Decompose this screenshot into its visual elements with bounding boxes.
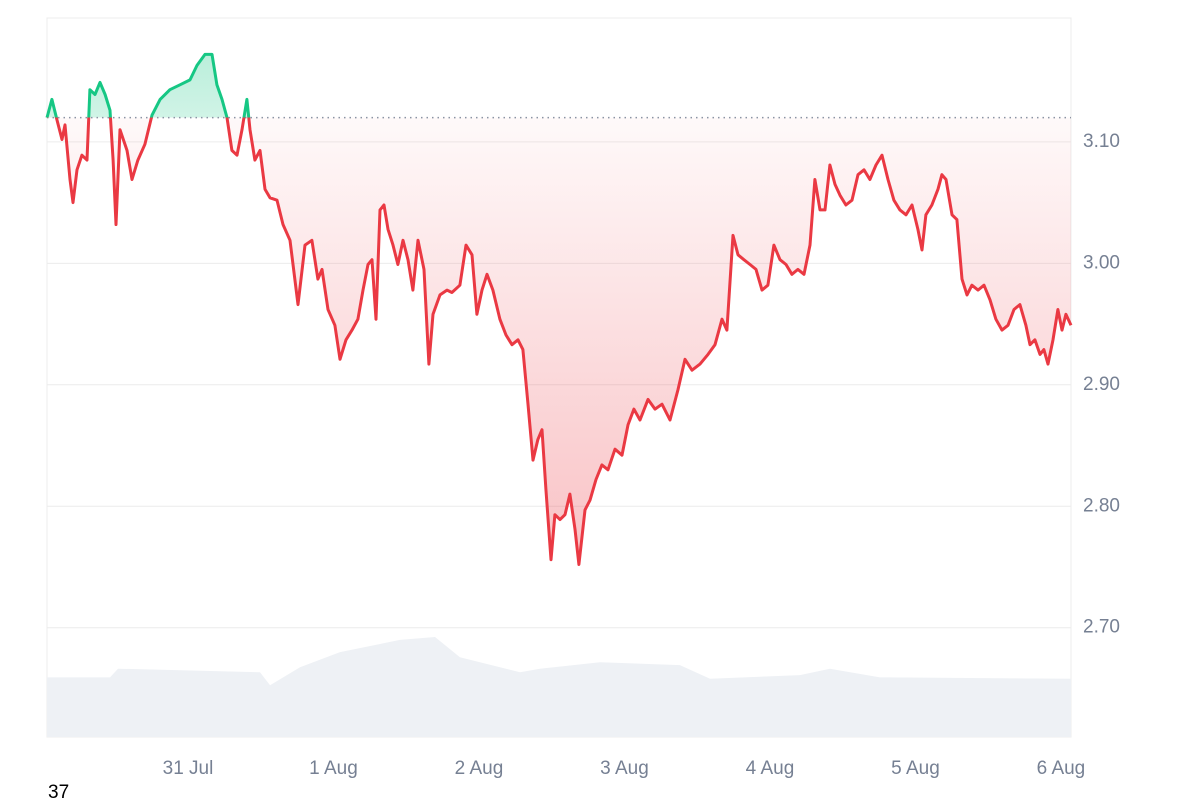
x-tick-label: 6 Aug — [1037, 758, 1086, 779]
y-tick-label: 3.00 — [1083, 252, 1120, 273]
x-tick-label: 2 Aug — [455, 758, 504, 779]
y-tick-label: 2.90 — [1083, 374, 1120, 395]
x-tick-label: 1 Aug — [309, 758, 358, 779]
price-area — [47, 54, 1071, 565]
x-tick-label: 3 Aug — [600, 758, 649, 779]
x-tick-label: 4 Aug — [746, 758, 795, 779]
x-tick-label: 31 Jul — [163, 758, 214, 779]
x-tick-label: 5 Aug — [891, 758, 940, 779]
y-tick-label: 3.10 — [1083, 131, 1120, 152]
price-line — [45, 52, 1073, 566]
y-tick-label: 2.80 — [1083, 495, 1120, 516]
footnote: 37 — [48, 782, 69, 800]
y-tick-label: 2.70 — [1083, 617, 1120, 638]
volume-area — [47, 637, 1071, 737]
